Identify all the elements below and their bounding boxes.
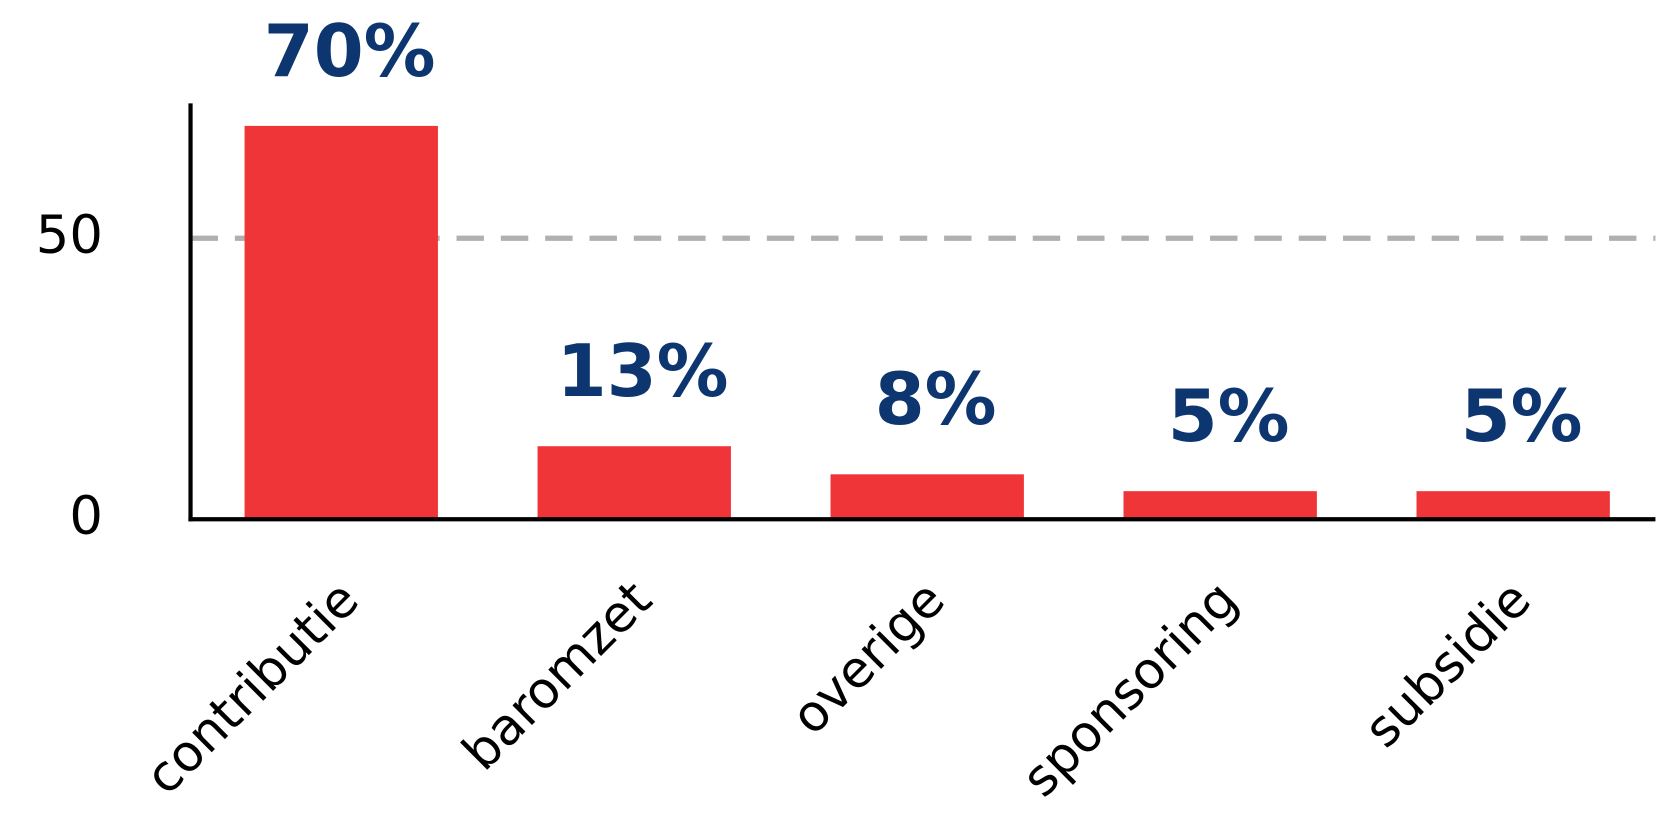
y-tick-label: 0 <box>69 486 103 547</box>
x-tick-label: contributie <box>134 569 370 805</box>
bar <box>1416 491 1610 520</box>
value-label: 5% <box>1168 374 1290 458</box>
bar <box>244 125 438 520</box>
value-label: 70% <box>264 9 436 93</box>
bar <box>1123 491 1317 520</box>
x-tick-label: subsidie <box>1353 569 1542 758</box>
y-tick-label: 50 <box>36 205 103 266</box>
value-label: 5% <box>1461 374 1583 458</box>
x-tick-label: baromzet <box>451 569 663 781</box>
x-tick-label: overige <box>780 569 956 745</box>
value-label: 13% <box>557 329 729 413</box>
bar <box>537 446 731 520</box>
value-label: 8% <box>875 357 997 441</box>
x-tick-label: sponsoring <box>1010 569 1248 807</box>
bar <box>830 474 1024 520</box>
